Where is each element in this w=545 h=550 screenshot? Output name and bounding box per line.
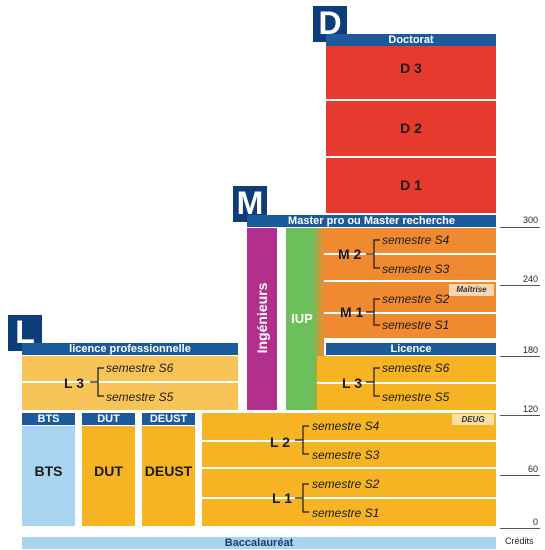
l1-label: L 1 [272, 490, 292, 506]
m2-semestre-lower: semestre S3 [382, 262, 450, 276]
m2-label: M 2 [338, 246, 362, 262]
licence-header: Licence [326, 343, 496, 355]
doctorat-header: Doctorat [326, 34, 496, 46]
l1-bracket [295, 483, 309, 513]
credits-tick-180: 180 [522, 345, 538, 355]
m1-semestre-lower: semestre S1 [382, 318, 450, 332]
l2-semestre-upper: semestre S4 [312, 419, 380, 433]
credits-line [500, 415, 540, 416]
credits-line [500, 356, 540, 357]
credits-label: Crédits [505, 536, 534, 546]
divider [22, 381, 238, 383]
ingenieurs-column [247, 228, 277, 410]
bts-header: BTS [22, 413, 75, 425]
credits-tick-300: 300 [522, 215, 538, 225]
doctorat-d3: D 3 [326, 46, 496, 99]
l1-semestre-lower: semestre S1 [312, 506, 380, 520]
l3-semestre-upper: semestre S6 [382, 361, 450, 375]
bts-block: BTS [22, 426, 75, 526]
l2-bracket [295, 425, 309, 455]
divider [317, 382, 496, 384]
divider [317, 280, 496, 282]
m1-semestre-upper: semestre S2 [382, 292, 450, 306]
credits-line [500, 475, 540, 476]
m2-bracket [366, 239, 380, 269]
credits-tick-120: 120 [522, 404, 538, 414]
baccalaureat-bar: Baccalauréat [22, 537, 496, 549]
iup-label: IUP [291, 311, 313, 326]
lpro-l3-label: L 3 [64, 375, 84, 391]
l3-label: L 3 [342, 375, 362, 391]
credits-line [500, 528, 540, 529]
divider [317, 312, 496, 314]
deust-header: DEUST [142, 413, 195, 425]
credits-line [500, 285, 540, 286]
lpro-bracket [90, 367, 104, 397]
m1-bracket [366, 298, 380, 326]
divider [202, 497, 496, 499]
credits-tick-240: 240 [522, 274, 538, 284]
m1-label: M 1 [340, 304, 364, 320]
l3-bracket [366, 367, 380, 397]
divider [326, 156, 496, 158]
l3-semestre-lower: semestre S5 [382, 390, 450, 404]
doctorat-d1: D 1 [326, 158, 496, 213]
divider [202, 440, 496, 442]
l2-semestre-lower: semestre S3 [312, 448, 380, 462]
licence-pro-block [22, 356, 238, 410]
doctorat-d2: D 2 [326, 101, 496, 156]
credits-tick-60: 60 [527, 464, 538, 474]
divider [326, 99, 496, 101]
divider [317, 253, 496, 255]
deust-block: DEUST [142, 426, 195, 526]
master-header: Master pro ou Master recherche [247, 215, 496, 227]
l2-label: L 2 [270, 434, 290, 450]
lpro-semestre-upper: semestre S6 [106, 361, 174, 375]
dut-block: DUT [82, 426, 135, 526]
credits-line [500, 227, 540, 228]
master-badge: M [233, 186, 267, 222]
l1-semestre-upper: semestre S2 [312, 477, 380, 491]
m2-semestre-upper: semestre S4 [382, 233, 450, 247]
licence-pro-header: licence professionnelle [22, 343, 238, 355]
maitrise-tag: Maîtrise [449, 284, 494, 296]
ingenieurs-label: Ingénieurs [254, 282, 270, 354]
dut-header: DUT [82, 413, 135, 425]
lpro-semestre-lower: semestre S5 [106, 390, 174, 404]
credits-tick-0: 0 [532, 517, 538, 527]
divider [202, 467, 496, 469]
deug-tag: DEUG [452, 414, 494, 425]
